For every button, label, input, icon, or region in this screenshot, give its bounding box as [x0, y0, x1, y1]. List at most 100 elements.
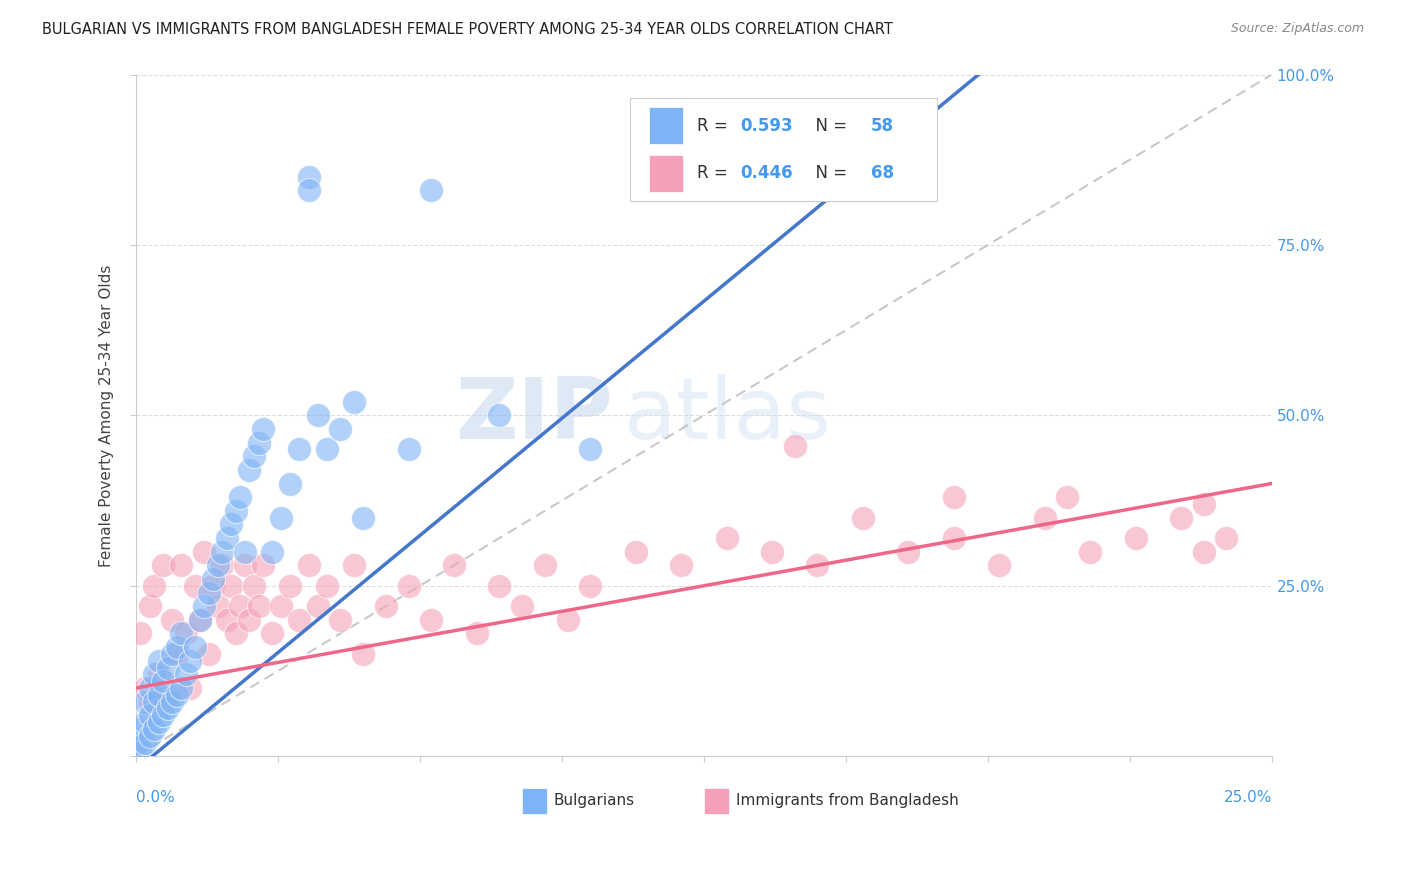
- Text: R =: R =: [697, 164, 733, 182]
- Point: [443, 558, 465, 573]
- Text: atlas: atlas: [624, 374, 832, 457]
- Point: [221, 517, 243, 532]
- Point: [152, 674, 174, 689]
- Point: [247, 599, 270, 614]
- Text: R =: R =: [697, 117, 733, 135]
- Point: [343, 558, 366, 573]
- Point: [1170, 510, 1192, 524]
- Point: [270, 599, 292, 614]
- Point: [942, 531, 965, 545]
- Point: [783, 439, 806, 453]
- Point: [170, 626, 193, 640]
- Point: [465, 626, 488, 640]
- Bar: [522, 789, 547, 814]
- Point: [243, 449, 266, 463]
- Point: [280, 579, 302, 593]
- Text: Bulgarians: Bulgarians: [554, 793, 636, 808]
- Point: [152, 558, 174, 573]
- Point: [207, 558, 229, 573]
- Point: [215, 531, 238, 545]
- Point: [579, 442, 602, 457]
- Point: [162, 695, 184, 709]
- Point: [557, 613, 579, 627]
- Point: [624, 544, 647, 558]
- Point: [193, 544, 215, 558]
- Point: [148, 654, 170, 668]
- Point: [329, 422, 352, 436]
- Point: [252, 558, 274, 573]
- Point: [420, 613, 443, 627]
- Point: [288, 442, 311, 457]
- Point: [398, 579, 420, 593]
- Point: [297, 183, 319, 197]
- Point: [488, 409, 510, 423]
- Point: [233, 544, 256, 558]
- Point: [197, 585, 219, 599]
- Text: 68: 68: [870, 164, 894, 182]
- Point: [174, 626, 197, 640]
- Point: [138, 681, 160, 695]
- Point: [143, 667, 166, 681]
- Point: [138, 599, 160, 614]
- FancyBboxPatch shape: [630, 98, 936, 201]
- Point: [174, 667, 197, 681]
- Point: [179, 681, 201, 695]
- Point: [138, 708, 160, 723]
- Point: [166, 688, 188, 702]
- Point: [156, 688, 179, 702]
- Point: [148, 688, 170, 702]
- Point: [156, 660, 179, 674]
- Bar: [704, 789, 728, 814]
- Point: [343, 394, 366, 409]
- Point: [179, 654, 201, 668]
- Point: [215, 613, 238, 627]
- Text: Immigrants from Bangladesh: Immigrants from Bangladesh: [735, 793, 959, 808]
- Point: [193, 599, 215, 614]
- Point: [134, 735, 156, 749]
- Bar: [650, 107, 683, 145]
- Point: [1056, 490, 1078, 504]
- Point: [162, 613, 184, 627]
- Point: [238, 463, 260, 477]
- Point: [716, 531, 738, 545]
- Point: [669, 558, 692, 573]
- Point: [1215, 531, 1237, 545]
- Point: [143, 695, 166, 709]
- Point: [233, 558, 256, 573]
- Point: [166, 640, 188, 654]
- Point: [152, 708, 174, 723]
- Text: N =: N =: [806, 164, 852, 182]
- Point: [162, 647, 184, 661]
- Point: [988, 558, 1011, 573]
- Point: [1192, 497, 1215, 511]
- Point: [270, 510, 292, 524]
- Point: [761, 544, 783, 558]
- Point: [352, 647, 374, 661]
- Point: [143, 722, 166, 736]
- Point: [897, 544, 920, 558]
- Point: [252, 422, 274, 436]
- Text: Source: ZipAtlas.com: Source: ZipAtlas.com: [1230, 22, 1364, 36]
- Point: [534, 558, 557, 573]
- Point: [202, 572, 225, 586]
- Text: 58: 58: [870, 117, 894, 135]
- Point: [207, 599, 229, 614]
- Point: [184, 579, 207, 593]
- Point: [134, 715, 156, 730]
- Point: [211, 558, 233, 573]
- Point: [134, 681, 156, 695]
- Point: [280, 476, 302, 491]
- Text: 0.446: 0.446: [740, 164, 793, 182]
- Y-axis label: Female Poverty Among 25-34 Year Olds: Female Poverty Among 25-34 Year Olds: [100, 264, 114, 566]
- Point: [374, 599, 396, 614]
- Text: ZIP: ZIP: [456, 374, 613, 457]
- Point: [170, 558, 193, 573]
- Point: [942, 490, 965, 504]
- Point: [307, 409, 329, 423]
- Point: [307, 599, 329, 614]
- Point: [129, 626, 152, 640]
- Point: [315, 442, 337, 457]
- Point: [488, 579, 510, 593]
- Point: [852, 510, 875, 524]
- Point: [148, 667, 170, 681]
